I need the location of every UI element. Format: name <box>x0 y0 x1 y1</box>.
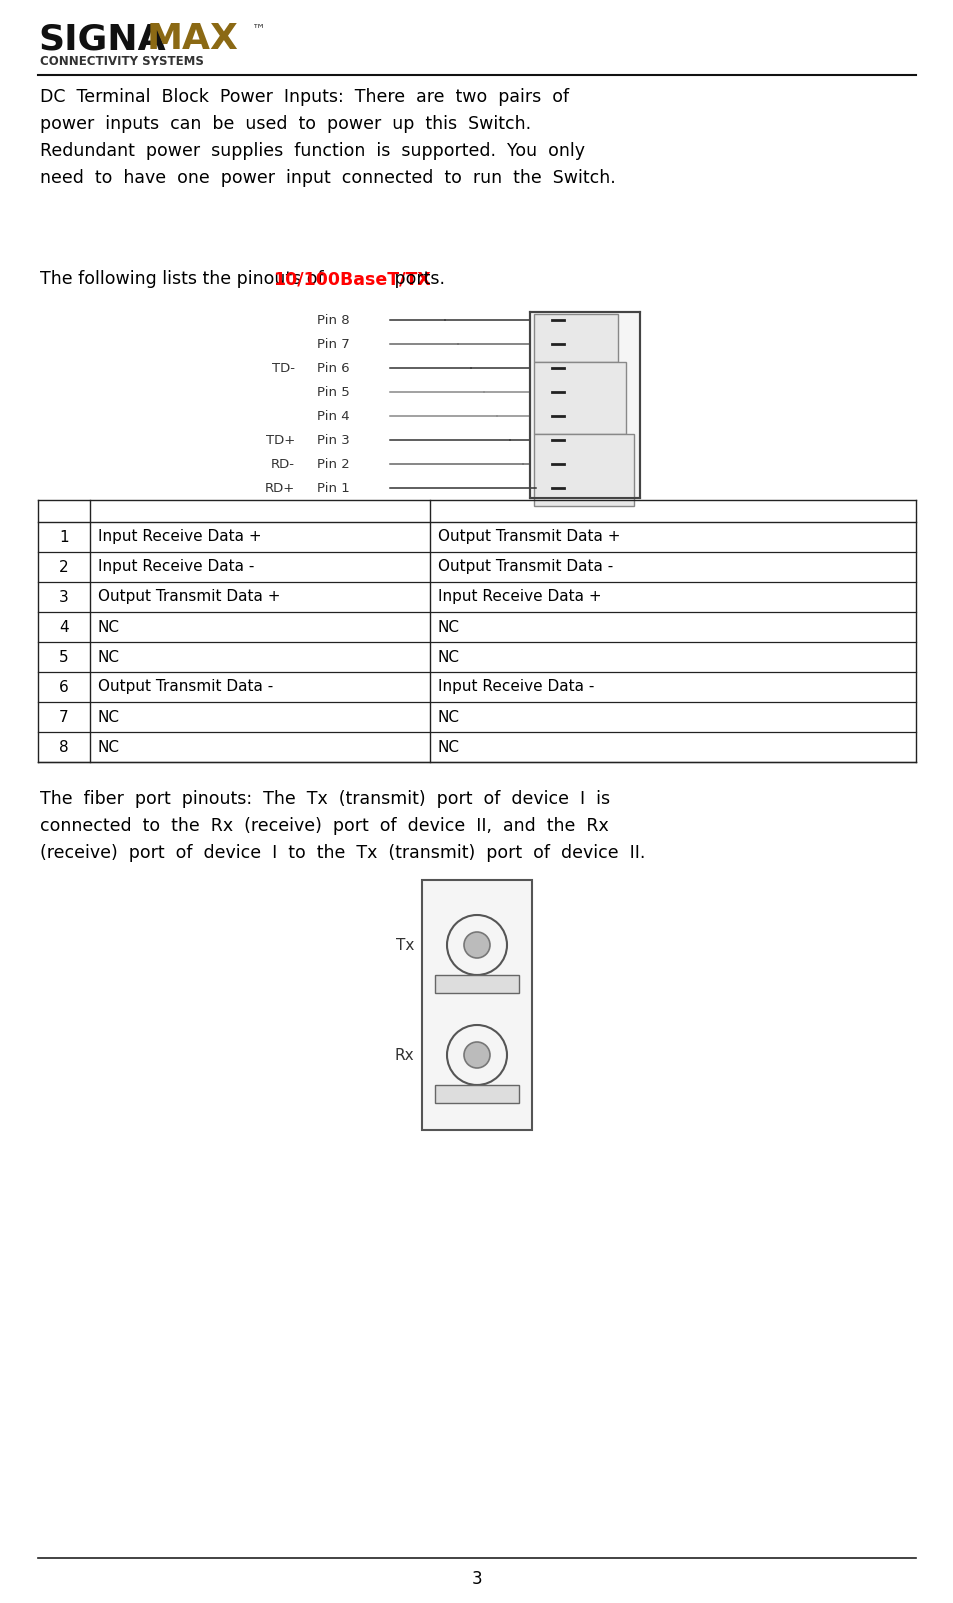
Text: The  fiber  port  pinouts:  The  Tx  (transmit)  port  of  device  I  is: The fiber port pinouts: The Tx (transmit… <box>40 790 610 808</box>
Text: 6: 6 <box>59 680 69 694</box>
Text: Input Receive Data +: Input Receive Data + <box>98 529 261 545</box>
Text: Input Receive Data -: Input Receive Data - <box>98 559 254 574</box>
Text: 7: 7 <box>59 710 69 725</box>
Text: Output Transmit Data -: Output Transmit Data - <box>98 680 273 694</box>
Bar <box>534 314 618 362</box>
Bar <box>435 1085 518 1103</box>
Text: NC: NC <box>437 710 459 725</box>
Bar <box>534 434 634 507</box>
Text: RD-: RD- <box>271 457 294 471</box>
Text: TD-: TD- <box>272 362 294 375</box>
Text: 2: 2 <box>59 559 69 574</box>
Text: SIGNA: SIGNA <box>38 22 166 56</box>
Text: ™: ™ <box>252 22 266 35</box>
Text: Input Receive Data +: Input Receive Data + <box>437 590 601 604</box>
Text: The following lists the pinouts of: The following lists the pinouts of <box>40 269 329 289</box>
Text: 1: 1 <box>59 529 69 545</box>
Bar <box>421 880 532 1130</box>
Text: Pin 8: Pin 8 <box>317 314 350 327</box>
Text: RD+: RD+ <box>265 481 294 494</box>
Text: ports.: ports. <box>389 269 444 289</box>
Text: NC: NC <box>437 739 459 755</box>
Text: 3: 3 <box>59 590 69 604</box>
Text: CONNECTIVITY SYSTEMS: CONNECTIVITY SYSTEMS <box>40 55 204 67</box>
Text: DC  Terminal  Block  Power  Inputs:  There  are  two  pairs  of: DC Terminal Block Power Inputs: There ar… <box>40 88 569 106</box>
Text: power  inputs  can  be  used  to  power  up  this  Switch.: power inputs can be used to power up thi… <box>40 115 531 133</box>
Text: Pin 2: Pin 2 <box>317 457 350 471</box>
Text: Pin 3: Pin 3 <box>317 433 350 447</box>
Text: NC: NC <box>98 649 120 665</box>
Text: Input Receive Data -: Input Receive Data - <box>437 680 594 694</box>
Text: NC: NC <box>98 710 120 725</box>
Text: Pin 1: Pin 1 <box>317 481 350 494</box>
Text: Pin 5: Pin 5 <box>317 385 350 399</box>
Text: TD+: TD+ <box>266 433 294 447</box>
Text: NC: NC <box>98 619 120 635</box>
Text: need  to  have  one  power  input  connected  to  run  the  Switch.: need to have one power input connected t… <box>40 168 615 188</box>
Text: 4: 4 <box>59 619 69 635</box>
Text: 5: 5 <box>59 649 69 665</box>
Text: 10/100BaseT/TX: 10/100BaseT/TX <box>273 269 431 289</box>
Text: Output Transmit Data -: Output Transmit Data - <box>437 559 613 574</box>
Bar <box>435 975 518 992</box>
Text: Redundant  power  supplies  function  is  supported.  You  only: Redundant power supplies function is sup… <box>40 143 584 160</box>
Text: (receive)  port  of  device  I  to  the  Tx  (transmit)  port  of  device  II.: (receive) port of device I to the Tx (tr… <box>40 845 644 862</box>
Text: Output Transmit Data +: Output Transmit Data + <box>437 529 619 545</box>
Bar <box>534 362 625 434</box>
Text: Tx: Tx <box>395 938 414 952</box>
Circle shape <box>463 1042 490 1068</box>
Text: NC: NC <box>437 619 459 635</box>
Text: Pin 6: Pin 6 <box>317 362 350 375</box>
Text: Pin 4: Pin 4 <box>317 409 350 423</box>
Text: 8: 8 <box>59 739 69 755</box>
Text: 3: 3 <box>471 1569 482 1589</box>
Bar <box>530 313 639 499</box>
Text: NC: NC <box>98 739 120 755</box>
Text: NC: NC <box>437 649 459 665</box>
Text: Output Transmit Data +: Output Transmit Data + <box>98 590 280 604</box>
Circle shape <box>463 931 490 959</box>
Text: connected  to  the  Rx  (receive)  port  of  device  II,  and  the  Rx: connected to the Rx (receive) port of de… <box>40 818 608 835</box>
Text: Pin 7: Pin 7 <box>317 338 350 351</box>
Text: Rx: Rx <box>394 1047 414 1063</box>
Text: MAX: MAX <box>147 22 238 56</box>
